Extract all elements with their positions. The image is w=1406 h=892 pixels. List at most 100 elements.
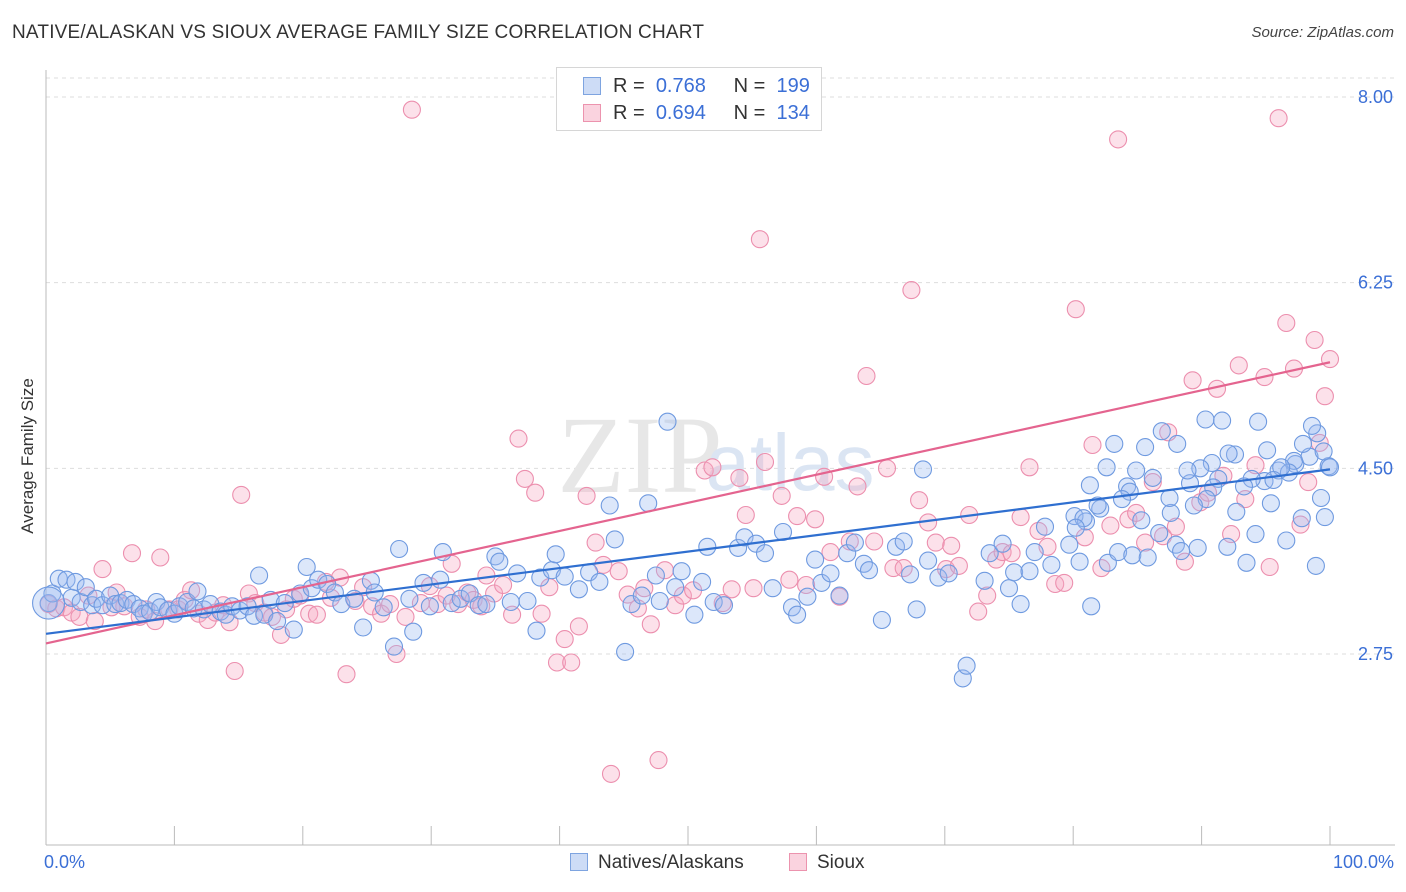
- natives-point: [1132, 511, 1151, 530]
- natives-point-cluster: [32, 586, 66, 620]
- bottom-legend-sioux-swatch: [789, 853, 807, 871]
- natives-point: [1249, 412, 1268, 431]
- natives-point: [939, 564, 958, 583]
- natives-point: [477, 595, 496, 614]
- natives-point: [993, 534, 1012, 553]
- natives-point: [714, 596, 734, 615]
- natives-point: [980, 544, 999, 563]
- trend-layer: [45, 361, 1331, 645]
- natives-point: [1082, 597, 1101, 616]
- natives-point: [812, 573, 831, 592]
- natives-point: [390, 539, 409, 559]
- natives-point: [1292, 509, 1311, 528]
- natives-point: [658, 412, 677, 431]
- sioux-point: [821, 543, 840, 562]
- natives-point: [1237, 553, 1256, 572]
- sioux-point: [515, 469, 534, 488]
- natives-point: [414, 573, 433, 592]
- natives-point: [1020, 562, 1039, 581]
- sioux-point: [744, 579, 763, 598]
- natives-point: [1160, 488, 1179, 508]
- natives-point: [704, 592, 723, 612]
- natives-point: [101, 586, 120, 605]
- sioux-point: [1175, 552, 1194, 571]
- natives-point: [650, 591, 669, 611]
- natives-point: [250, 566, 269, 585]
- sioux-point: [772, 486, 791, 505]
- natives-trend-line: [45, 468, 1331, 635]
- sioux-point: [902, 281, 921, 300]
- sioux-point: [532, 604, 551, 623]
- natives-point: [1306, 556, 1325, 575]
- sioux-point: [151, 548, 170, 567]
- watermark-zip: ZIP: [558, 394, 723, 516]
- natives-point: [420, 597, 439, 616]
- sioux-point: [526, 483, 545, 502]
- natives-point: [1109, 543, 1128, 562]
- natives-point: [384, 637, 404, 656]
- sioux-point: [635, 579, 654, 598]
- natives-point: [1136, 438, 1155, 457]
- natives-point: [693, 572, 712, 591]
- legend-n-sioux: 134: [776, 102, 810, 124]
- sioux-point: [1299, 473, 1318, 492]
- sioux-point: [1291, 515, 1310, 534]
- sioux-point: [494, 575, 513, 595]
- y-tick-label: 8.00: [1358, 87, 1393, 107]
- natives-point: [1320, 458, 1340, 477]
- natives-point: [1302, 416, 1322, 435]
- natives-point: [188, 582, 207, 601]
- sioux-point: [1183, 371, 1202, 390]
- natives-point: [1213, 411, 1232, 430]
- legend-r-natives: 0.768: [655, 75, 706, 97]
- bottom-legend-sioux: Sioux: [789, 852, 865, 874]
- sioux-point: [1229, 356, 1248, 375]
- natives-point: [354, 618, 373, 637]
- natives-point: [1218, 537, 1237, 556]
- bottom-legend-natives-swatch: [570, 853, 588, 871]
- y-tick-labels: 2.75 4.50 6.25 8.00: [1358, 87, 1393, 664]
- natives-point: [527, 621, 546, 640]
- natives-point: [1261, 494, 1280, 513]
- natives-point: [501, 592, 520, 612]
- natives-point: [798, 587, 817, 606]
- natives-point: [106, 595, 125, 614]
- natives-point: [894, 532, 913, 551]
- sioux-point: [577, 486, 596, 505]
- natives-point: [975, 571, 994, 590]
- sioux-point: [1011, 508, 1030, 527]
- natives-point: [845, 533, 864, 552]
- sioux-point: [547, 653, 567, 672]
- natives-point: [93, 596, 112, 615]
- legend-stats-sioux: R = 0.694 N = 134: [613, 102, 810, 124]
- sioux-point: [1246, 456, 1265, 475]
- natives-point: [1123, 546, 1142, 565]
- natives-point: [1196, 410, 1215, 429]
- sioux-point: [1143, 473, 1162, 492]
- natives-point: [1234, 477, 1254, 496]
- sioux-point: [122, 544, 142, 563]
- natives-point: [1168, 434, 1187, 453]
- natives-points: [32, 410, 1340, 688]
- sioux-point: [780, 570, 799, 589]
- natives-point: [297, 557, 316, 577]
- chart-title: NATIVE/ALASKAN VS SIOUX AVERAGE FAMILY S…: [12, 22, 705, 43]
- y-tick-label: 6.25: [1358, 273, 1393, 293]
- natives-point: [600, 496, 619, 515]
- natives-point: [1311, 488, 1331, 508]
- natives-point: [698, 537, 717, 556]
- natives-point: [1225, 445, 1245, 464]
- sioux-point: [1277, 313, 1296, 333]
- sioux-point: [1166, 517, 1185, 536]
- sioux-point: [857, 366, 876, 386]
- natives-point: [1315, 508, 1334, 527]
- natives-point: [1184, 496, 1203, 515]
- sioux-trend-line: [45, 361, 1331, 645]
- sioux-point: [969, 602, 988, 621]
- natives-point: [1076, 512, 1096, 531]
- natives-point: [1150, 524, 1169, 543]
- sioux-point: [722, 580, 741, 599]
- sioux-point: [1109, 130, 1128, 149]
- legend-n-natives: 199: [776, 75, 810, 97]
- natives-point: [1025, 543, 1044, 562]
